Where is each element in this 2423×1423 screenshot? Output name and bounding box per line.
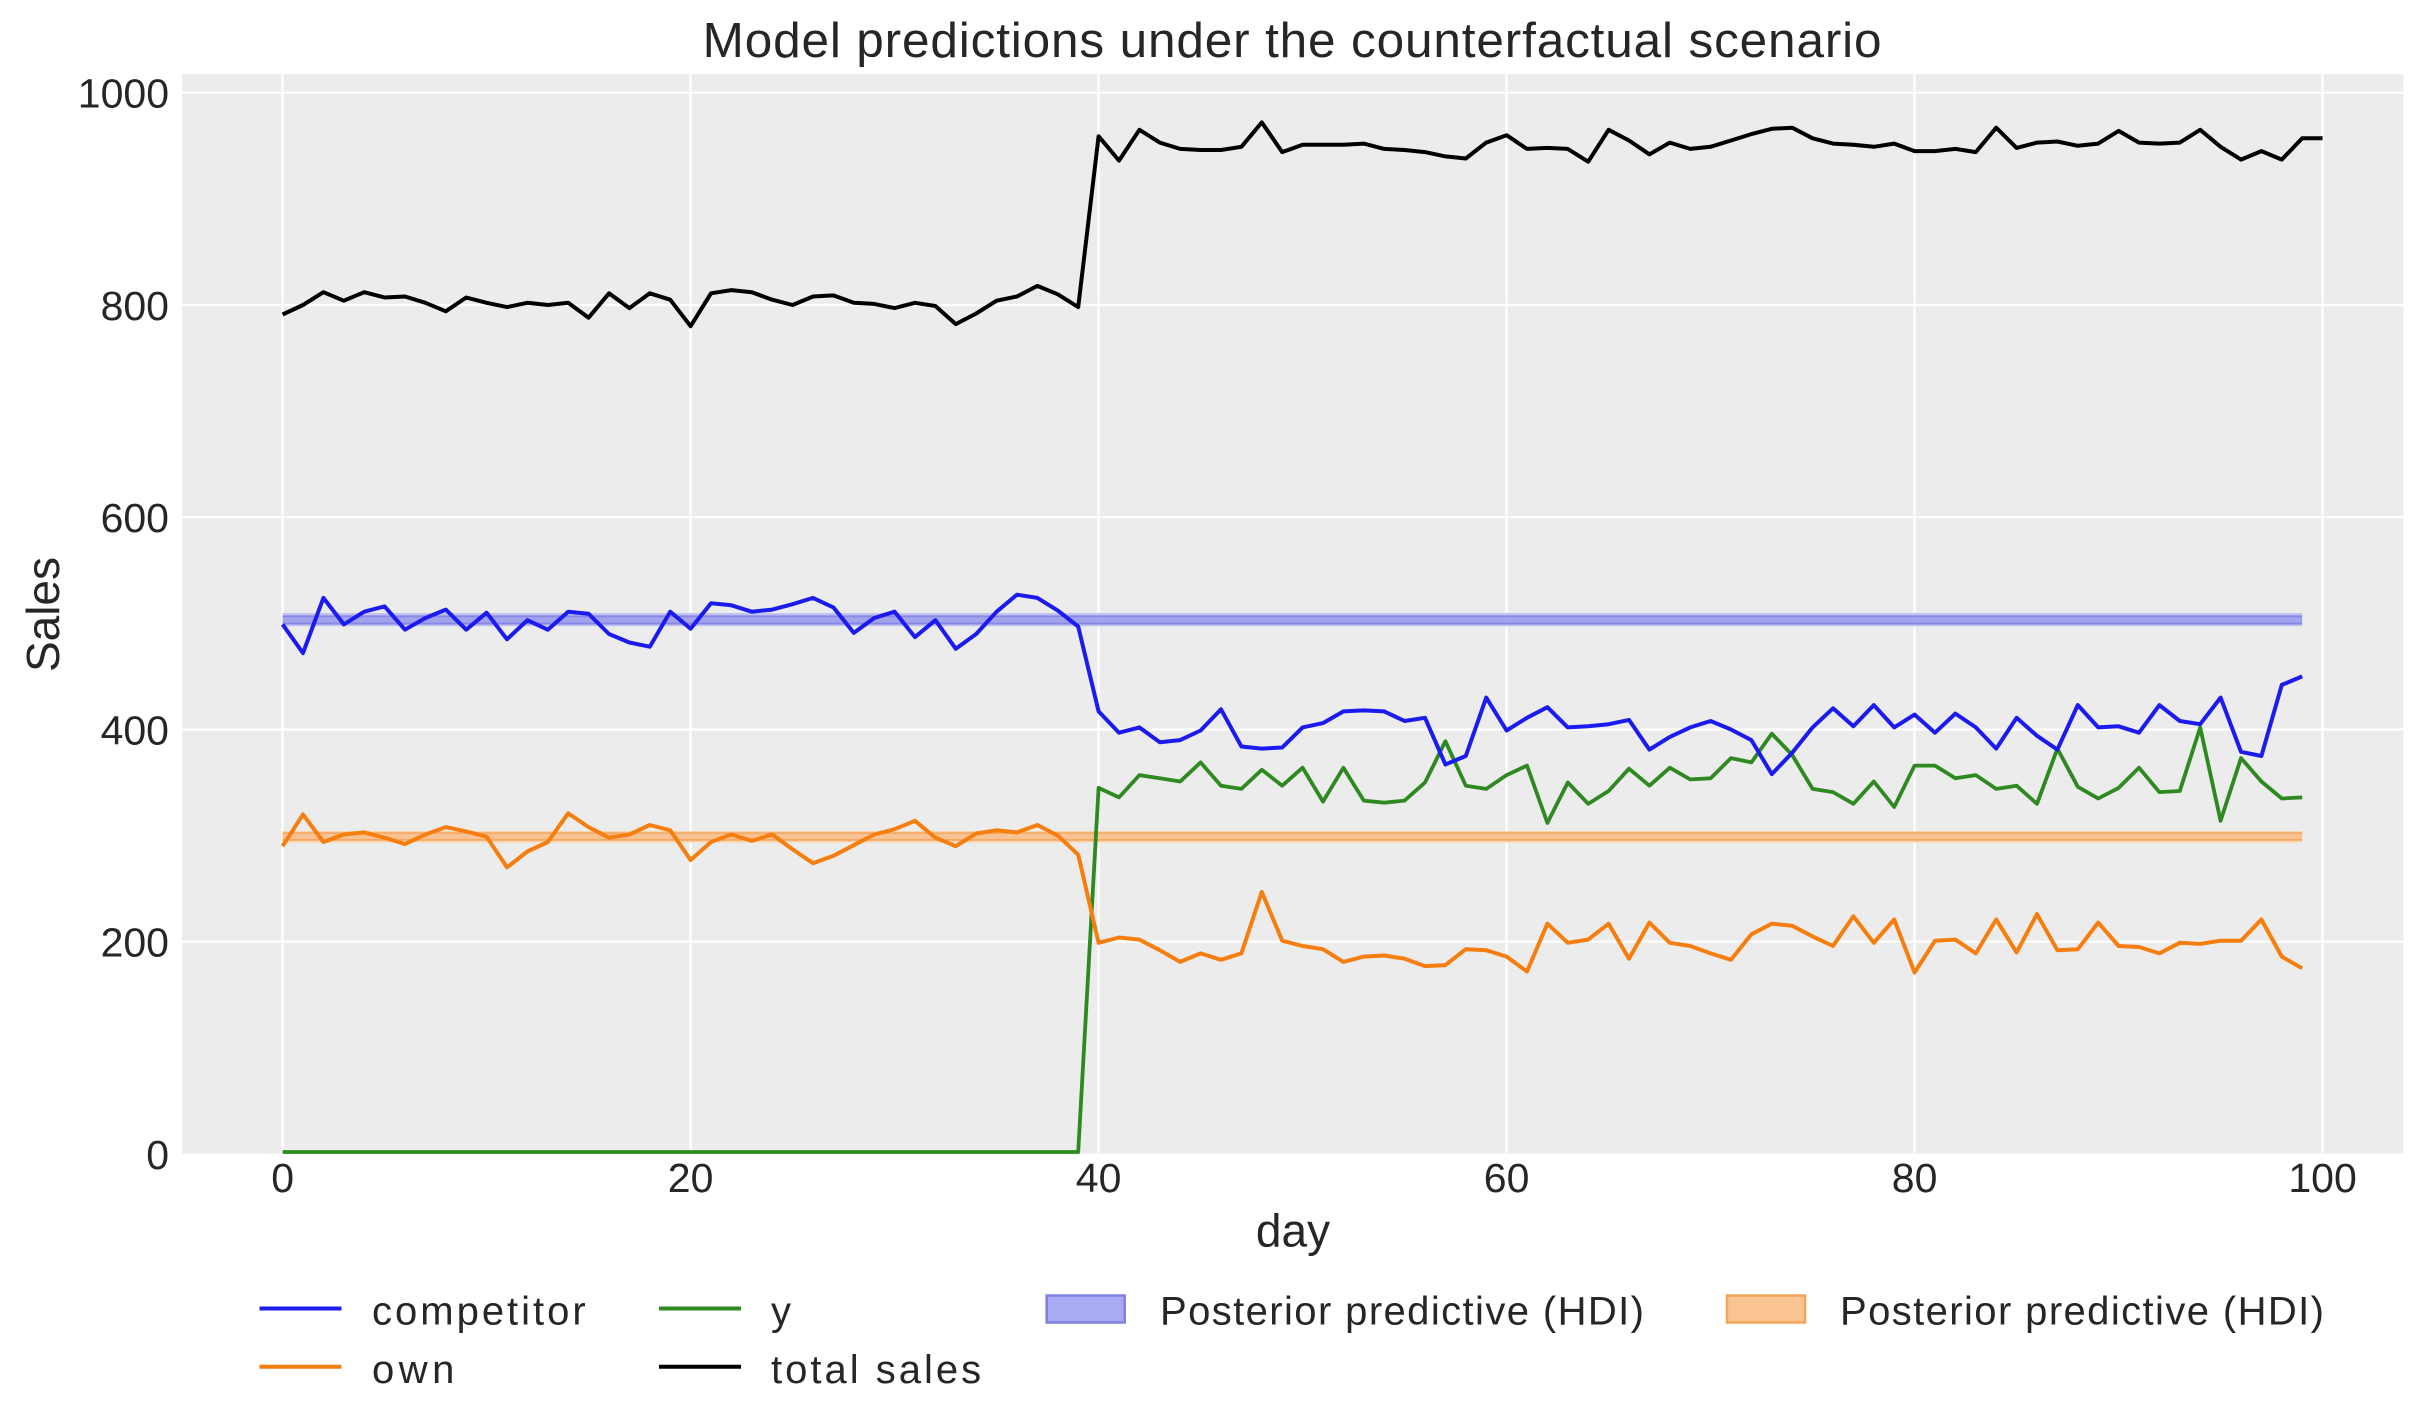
svg-text:Model predictions under the co: Model predictions under the counterfactu… xyxy=(703,13,1883,68)
svg-text:60: 60 xyxy=(1484,1155,1530,1201)
svg-text:400: 400 xyxy=(101,708,169,754)
svg-text:day: day xyxy=(1256,1205,1330,1257)
svg-text:1000: 1000 xyxy=(78,71,169,117)
svg-text:total sales: total sales xyxy=(771,1348,984,1392)
svg-text:Posterior predictive (HDI): Posterior predictive (HDI) xyxy=(1160,1290,1645,1334)
svg-text:0: 0 xyxy=(146,1132,169,1178)
svg-text:Posterior predictive (HDI): Posterior predictive (HDI) xyxy=(1840,1290,2325,1334)
svg-text:own: own xyxy=(372,1348,459,1392)
svg-text:80: 80 xyxy=(1892,1155,1938,1201)
svg-text:y: y xyxy=(771,1290,791,1334)
svg-text:600: 600 xyxy=(101,495,169,541)
svg-text:100: 100 xyxy=(2288,1155,2356,1201)
svg-text:20: 20 xyxy=(668,1155,714,1201)
svg-text:800: 800 xyxy=(101,283,169,329)
svg-text:competitor: competitor xyxy=(372,1290,589,1334)
svg-text:40: 40 xyxy=(1076,1155,1122,1201)
svg-text:Sales: Sales xyxy=(17,557,69,672)
svg-text:200: 200 xyxy=(101,920,169,966)
svg-text:0: 0 xyxy=(271,1155,294,1201)
